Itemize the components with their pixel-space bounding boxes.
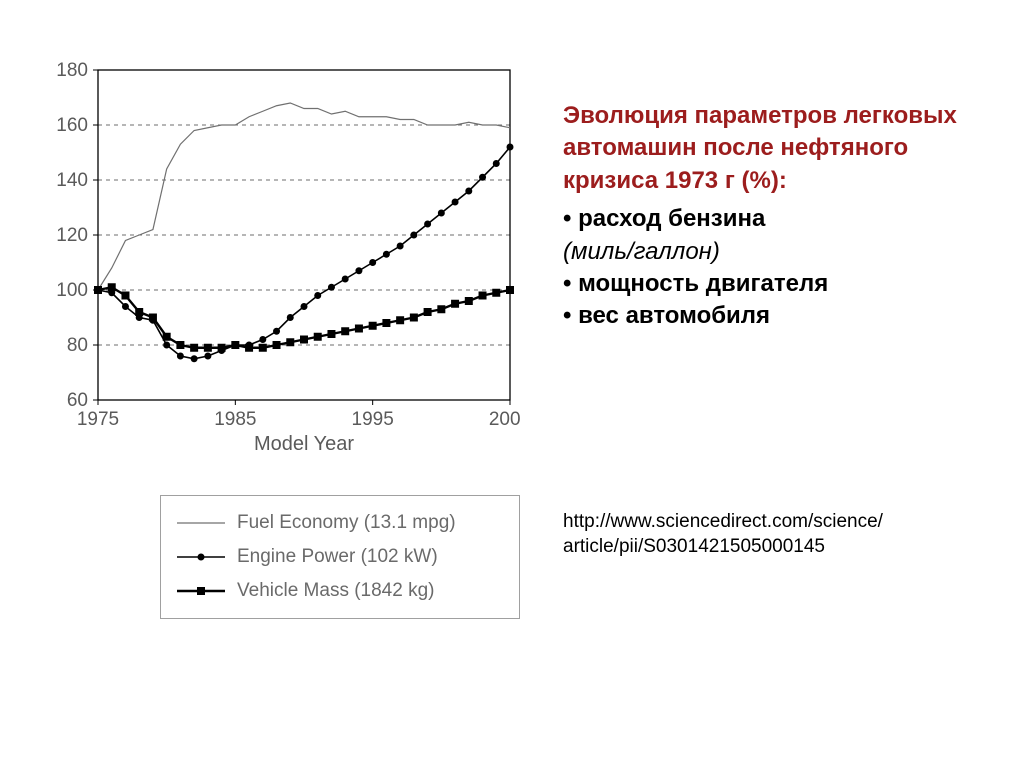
bullet-item: • мощность двигателя — [563, 268, 963, 300]
svg-text:100: 100 — [56, 280, 88, 301]
bullet-item: • расход бензина — [563, 203, 963, 235]
chart-container: 60 80 100 120 140 160 180 1975 1985 1995 2005 Model… — [40, 60, 520, 460]
svg-text:180: 180 — [56, 60, 88, 81]
svg-text:80: 80 — [67, 335, 88, 356]
svg-text:120: 120 — [56, 225, 88, 246]
svg-text:Model Year: Model Year — [254, 433, 354, 455]
svg-text:60: 60 — [67, 390, 88, 411]
legend-item: Fuel Economy (13.1 mpg) — [175, 506, 505, 540]
source-url: http://www.sciencedirect.com/science/art… — [563, 510, 893, 559]
legend-label: Fuel Economy (13.1 mpg) — [237, 512, 456, 534]
bullet-item: • вес автомобиля — [563, 300, 963, 332]
legend-item: Vehicle Mass (1842 kg) — [175, 574, 505, 608]
line-chart: 60 80 100 120 140 160 180 1975 1985 1995 2005 Model… — [40, 60, 520, 460]
bullet-subtext: (миль/галлон) — [563, 236, 963, 268]
svg-text:1995: 1995 — [352, 409, 394, 430]
svg-text:1985: 1985 — [214, 409, 256, 430]
svg-text:140: 140 — [56, 170, 88, 191]
legend-swatch — [175, 514, 227, 532]
legend-item: Engine Power (102 kW) — [175, 540, 505, 574]
legend-swatch — [175, 548, 227, 566]
chart-legend: Fuel Economy (13.1 mpg) Engine Power (102… — [160, 495, 520, 619]
svg-text:1975: 1975 — [77, 409, 119, 430]
svg-text:2005: 2005 — [489, 409, 520, 430]
legend-swatch — [175, 582, 227, 600]
svg-text:160: 160 — [56, 115, 88, 136]
side-annotation: Эволюция параметров легковых автомашин п… — [563, 100, 963, 333]
annotation-title: Эволюция параметров легковых автомашин п… — [563, 100, 963, 197]
legend-label: Engine Power (102 kW) — [237, 546, 438, 568]
legend-label: Vehicle Mass (1842 kg) — [237, 580, 435, 602]
annotation-bullets: • расход бензина(миль/галлон)• мощность … — [563, 203, 963, 333]
